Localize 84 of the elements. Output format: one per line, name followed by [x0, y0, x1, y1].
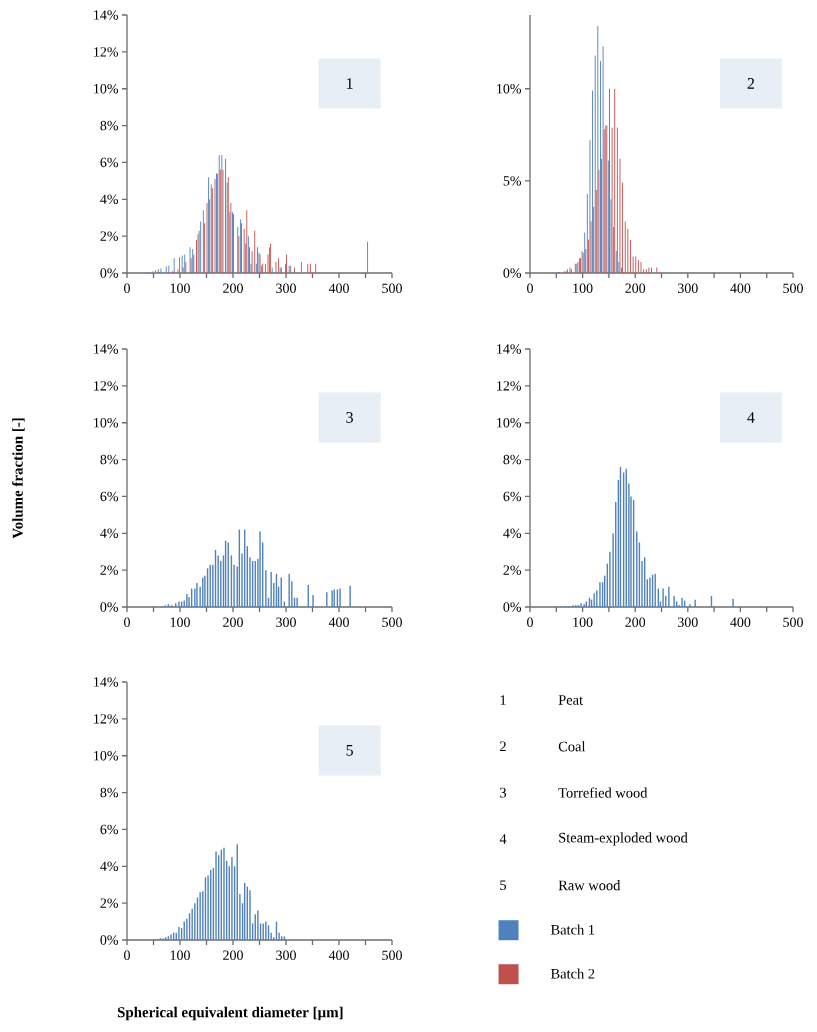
y-tick-label: 6%	[503, 491, 521, 502]
y-tick-label: 5%	[503, 176, 521, 186]
y-tick-label: 0%	[100, 935, 118, 945]
text: Torrefied wood	[558, 787, 648, 798]
annotation: 3	[346, 412, 353, 423]
x-tick-label: 100	[170, 950, 190, 960]
y-tick-label: 14%	[94, 10, 118, 20]
y-tick-label: 8%	[100, 120, 118, 131]
y-tick-label: 12%	[497, 381, 521, 391]
x-tick-label: 500	[382, 950, 402, 960]
y-tick-label: 4%	[100, 194, 118, 205]
x-tick-label: 0	[527, 283, 533, 293]
x-tick-label: 0	[527, 617, 533, 627]
y-tick-label: 6%	[100, 157, 118, 168]
x-tick-label: 0	[124, 617, 130, 627]
x-tick-label: 200	[223, 950, 243, 960]
y-tick-label: 2%	[100, 565, 118, 575]
y-tick-label: 10%	[497, 83, 521, 94]
text: Coal	[558, 741, 586, 752]
annotation: 4	[747, 412, 755, 423]
y-tick-label: 0%	[503, 268, 521, 278]
text: Peat	[558, 695, 583, 705]
y-tick-label: 8%	[503, 454, 521, 465]
legend-label: Batch 1	[550, 924, 595, 935]
text: Steam-exploded wood	[559, 832, 688, 846]
x-tick-label: 100	[170, 283, 190, 293]
y-tick-label: 10%	[94, 751, 118, 761]
text: 1	[500, 695, 506, 705]
text: 4	[499, 834, 507, 844]
x-tick-label: 100	[573, 617, 593, 627]
y-tick-label: 10%	[497, 417, 521, 428]
text: 3	[500, 787, 507, 798]
x-tick-label: 200	[223, 283, 243, 293]
x-tick-label: 100	[573, 283, 593, 293]
y-tick-label: 4%	[100, 528, 118, 539]
x-tick-label: 500	[382, 283, 402, 293]
x-tick-label: 300	[276, 617, 296, 627]
y-tick-label: 14%	[497, 344, 521, 354]
x-tick-label: 500	[382, 617, 402, 627]
y-tick-label: 12%	[94, 381, 118, 391]
annotation: 5	[346, 745, 353, 756]
x-axis-title: Spherical equivalent diameter [µm]	[117, 1006, 343, 1021]
y-tick-label: 12%	[94, 47, 118, 57]
x-tick-label: 200	[625, 283, 646, 293]
y-tick-label: 6%	[100, 824, 118, 835]
y-tick-label: 14%	[94, 677, 118, 687]
y-tick-label: 10%	[94, 84, 118, 94]
text: 2	[500, 741, 506, 752]
y-tick-label: 4%	[503, 528, 521, 539]
y-tick-label: 0%	[100, 268, 118, 278]
x-tick-label: 400	[328, 283, 349, 293]
x-tick-label: 400	[328, 617, 349, 627]
x-tick-label: 200	[625, 617, 646, 627]
x-tick-label: 400	[730, 283, 751, 293]
x-tick-label: 200	[223, 617, 243, 627]
y-tick-label: 14%	[94, 344, 118, 354]
x-tick-label: 300	[678, 283, 698, 293]
x-tick-label: 400	[328, 950, 349, 960]
x-tick-label: 100	[170, 617, 190, 627]
text: 5	[500, 880, 507, 891]
x-tick-label: 300	[678, 617, 698, 627]
y-tick-label: 2%	[503, 565, 521, 575]
y-axis-title: Volume fraction [-]	[12, 418, 25, 539]
annotation: 2	[747, 78, 755, 89]
x-tick-label: 300	[276, 950, 296, 960]
annotation: 1	[347, 78, 353, 89]
legend-label: Batch 2	[550, 968, 595, 979]
y-tick-label: 4%	[100, 861, 118, 872]
y-tick-label: 2%	[100, 231, 118, 241]
x-tick-label: 400	[730, 617, 751, 627]
text: Raw wood	[558, 880, 621, 891]
x-tick-label: 0	[124, 283, 130, 293]
x-tick-label: 0	[124, 950, 130, 960]
y-tick-label: 8%	[100, 787, 118, 798]
y-tick-label: 8%	[100, 454, 118, 465]
y-tick-label: 0%	[503, 602, 521, 612]
x-tick-label: 300	[276, 283, 296, 293]
y-tick-label: 12%	[94, 714, 118, 724]
y-tick-label: 0%	[100, 602, 118, 612]
x-tick-label: 500	[783, 283, 803, 293]
y-tick-label: 10%	[94, 417, 118, 428]
y-tick-label: 6%	[100, 491, 118, 502]
y-tick-label: 2%	[100, 898, 118, 908]
x-tick-label: 500	[783, 617, 803, 627]
